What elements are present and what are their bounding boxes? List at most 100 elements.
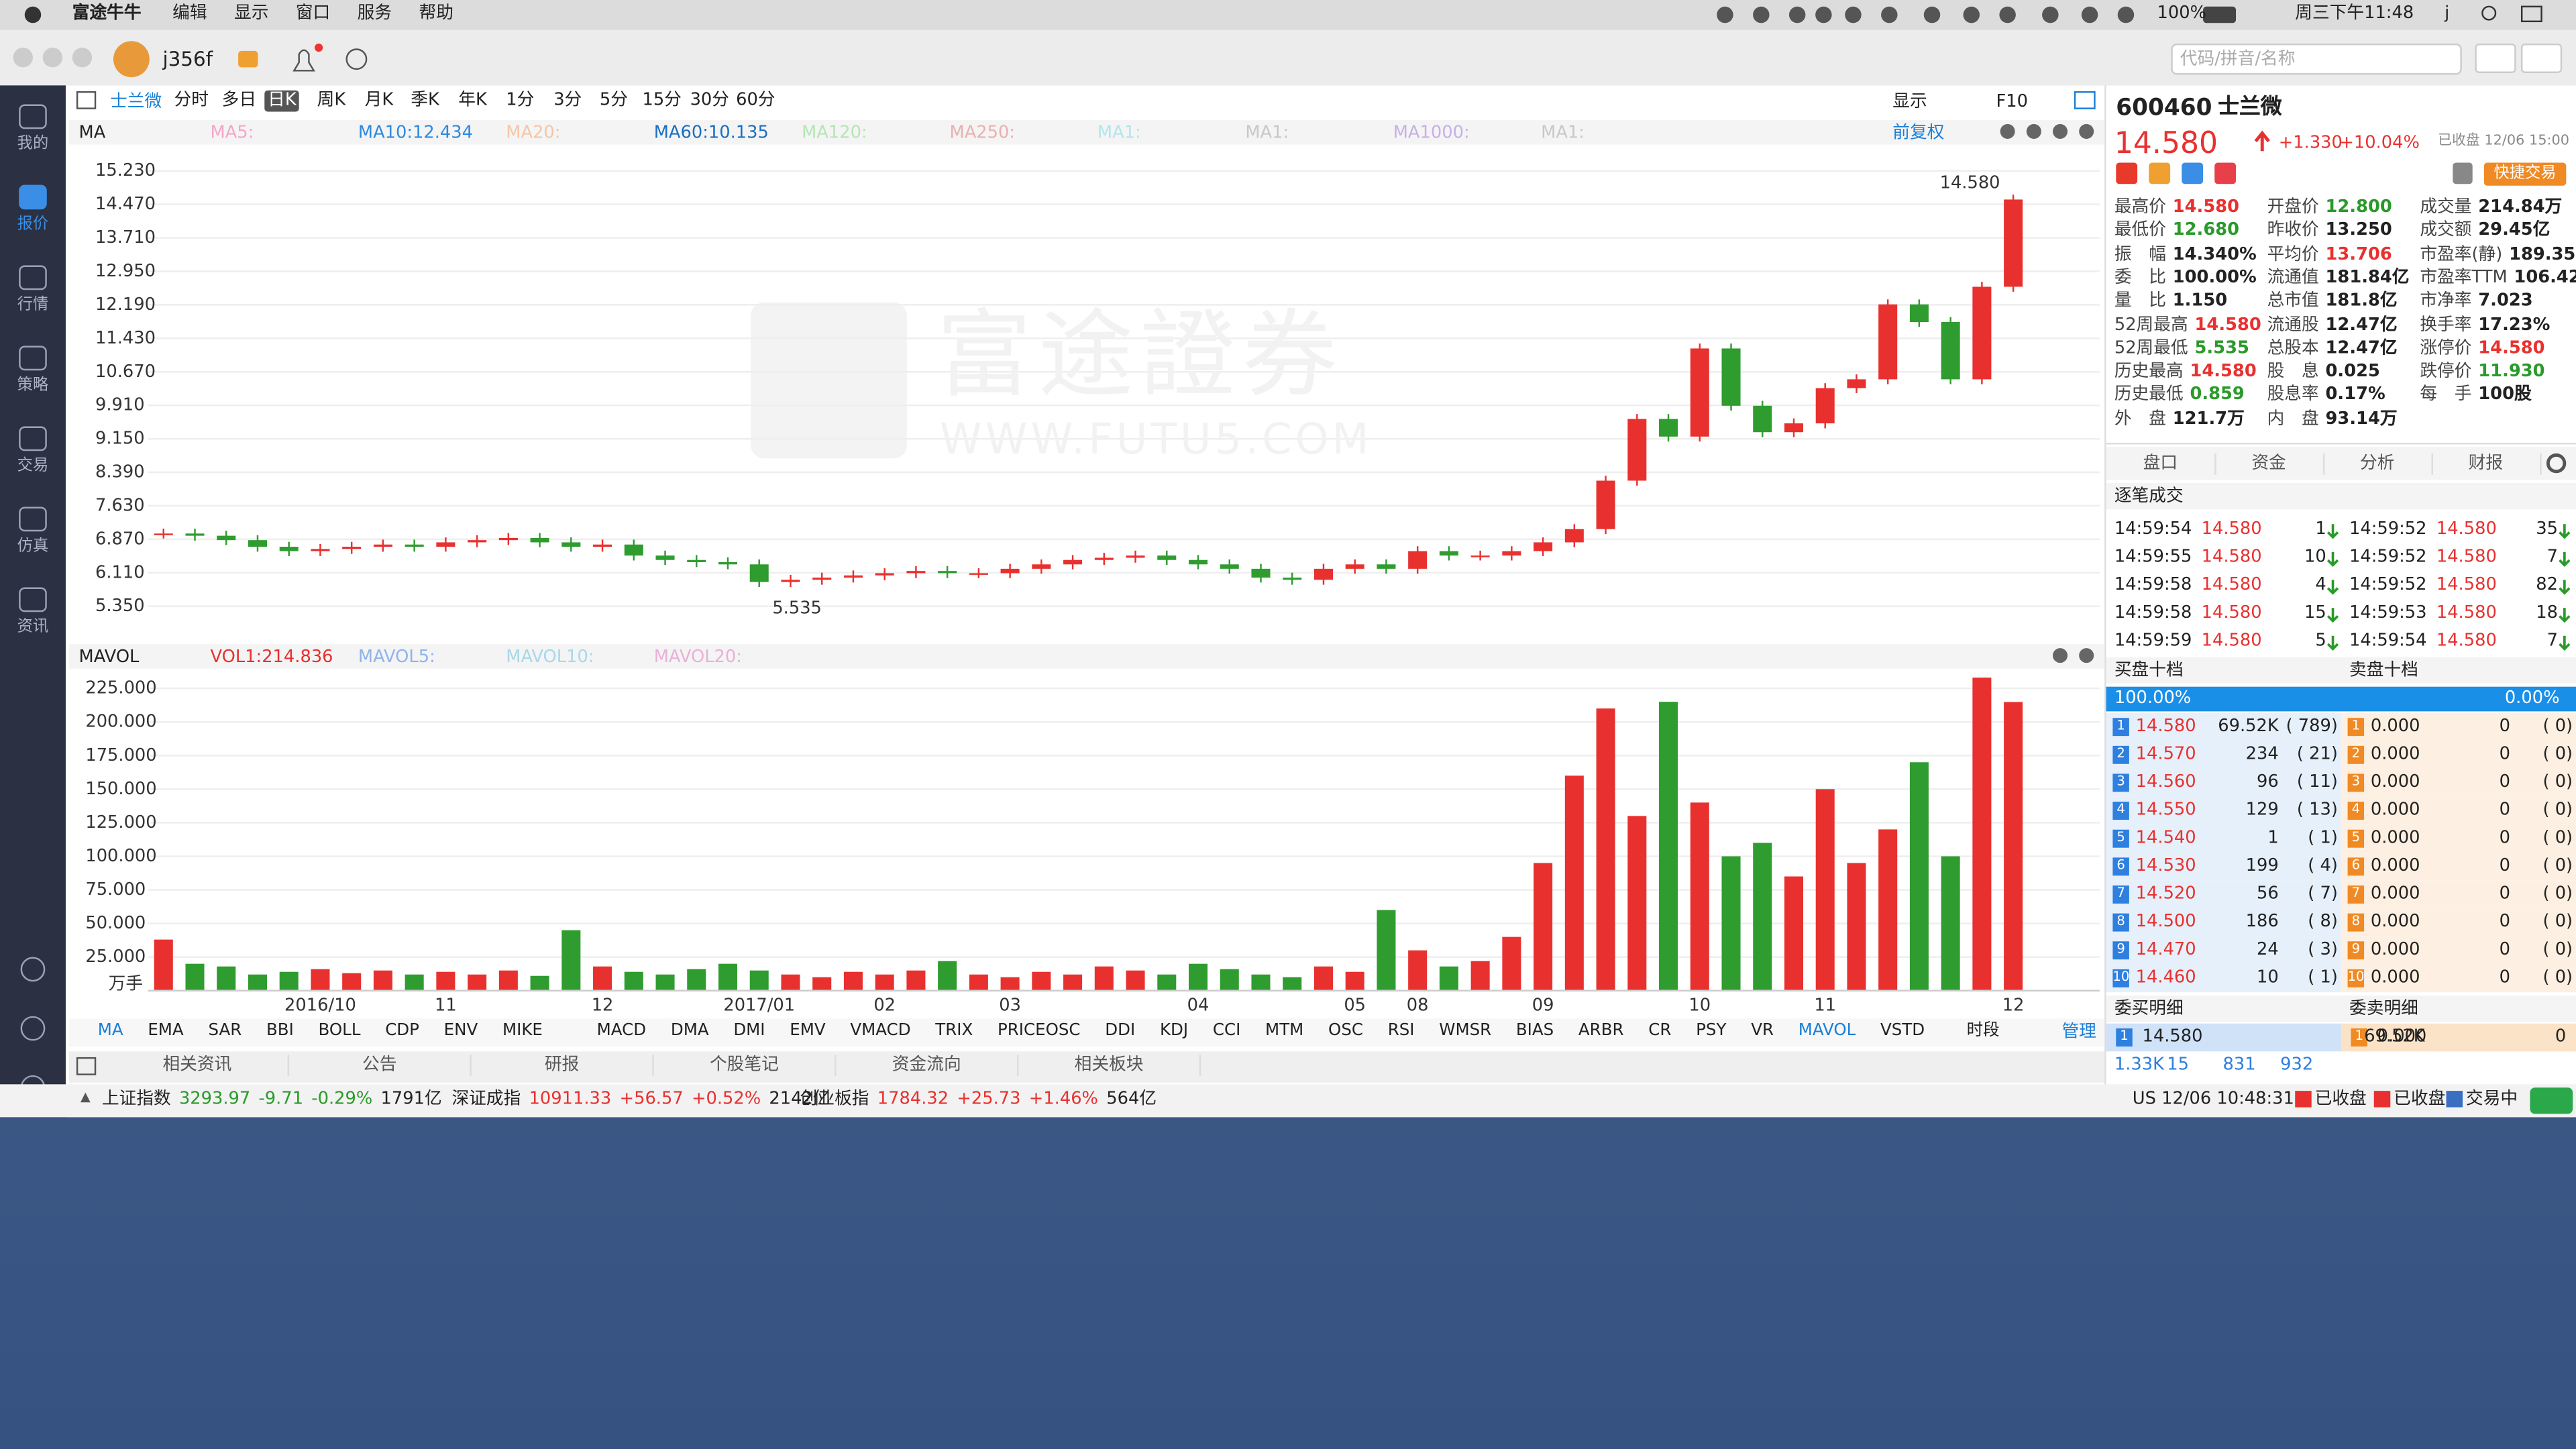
indicator-tab[interactable]: CR	[1648, 1022, 1672, 1040]
indicator-tab[interactable]: DMI	[733, 1022, 765, 1040]
menu-item[interactable]: 编辑	[172, 3, 207, 23]
indicator-tab[interactable]: MTM	[1265, 1022, 1304, 1040]
period-tab[interactable]: 周K	[317, 90, 346, 111]
tag-icon	[2116, 162, 2138, 184]
indicator-tab[interactable]: 时段	[1966, 1022, 2000, 1040]
trade-price: 14.580	[2436, 547, 2497, 567]
nav-icon	[19, 426, 47, 451]
nav-item[interactable]: 仿真	[17, 537, 49, 555]
stat-value: 14.580	[2190, 362, 2257, 382]
nav-item[interactable]: 报价	[17, 215, 49, 233]
indicator-tab[interactable]: CCI	[1212, 1022, 1241, 1040]
manage-button[interactable]: 管理	[2061, 1022, 2096, 1042]
menu-item[interactable]: 服务	[357, 3, 392, 23]
detail-count: 831	[2222, 1055, 2256, 1075]
news-tab[interactable]: 相关板块	[1018, 1055, 1201, 1077]
indicator-tab[interactable]: MA	[97, 1022, 123, 1040]
settings-icon	[2546, 453, 2567, 474]
period-tab[interactable]: 分时	[174, 90, 209, 111]
indicator-tab[interactable]: PRICEOSC	[998, 1022, 1081, 1040]
indicator-tab[interactable]: ENV	[443, 1022, 478, 1040]
news-tab[interactable]: 个股笔记	[654, 1055, 837, 1077]
period-tab[interactable]: 5分	[599, 90, 628, 111]
indicator-tab[interactable]: RSI	[1387, 1022, 1415, 1040]
period-tab[interactable]: 季K	[411, 90, 439, 111]
search-input[interactable]: 代码/拼音/名称	[2180, 49, 2296, 69]
nav-item[interactable]: 策略	[17, 376, 49, 394]
volume-bar	[1627, 816, 1647, 991]
period-tab[interactable]: 月K	[364, 90, 394, 111]
nav-item[interactable]: 资讯	[17, 617, 49, 636]
vol-title[interactable]: MAVOL	[78, 647, 140, 667]
username[interactable]: j356f	[162, 48, 213, 71]
quote-tab[interactable]: 财报	[2431, 453, 2542, 476]
indicator-tab[interactable]: DMA	[670, 1022, 709, 1040]
volume-bar	[1721, 856, 1741, 991]
indicator-tab[interactable]: PSY	[1696, 1022, 1727, 1040]
indicator-tab[interactable]: VMACD	[850, 1022, 911, 1040]
news-tab[interactable]: 相关资讯	[107, 1055, 290, 1077]
indicator-tab[interactable]: OSC	[1328, 1022, 1363, 1040]
trades-title[interactable]: 逐笔成交	[2114, 486, 2184, 506]
period-tab[interactable]: 多日	[221, 90, 257, 111]
stock-name[interactable]: 士兰微	[110, 92, 162, 112]
quick-trade[interactable]: 快捷交易	[2493, 164, 2557, 182]
indicator-tab[interactable]: MIKE	[502, 1022, 543, 1040]
indicator-tab[interactable]: BIAS	[1515, 1022, 1554, 1040]
adjust-menu[interactable]: 前复权	[1892, 123, 1945, 144]
menu-item[interactable]: 帮助	[419, 3, 453, 23]
quote-tab[interactable]: 盘口	[2106, 453, 2216, 476]
nav-item[interactable]: 交易	[17, 456, 49, 475]
indicator-tab[interactable]: KDJ	[1159, 1022, 1189, 1040]
nav-item[interactable]: 我的	[17, 134, 49, 153]
stat-item: 52周最高 14.580	[2114, 315, 2261, 336]
y-tick-label: 13.710	[95, 227, 156, 248]
indicator-tab[interactable]: MACD	[596, 1022, 647, 1040]
f10-button[interactable]: F10	[1996, 92, 2029, 112]
indicator-tab[interactable]: CDP	[385, 1022, 419, 1040]
indicator-tab[interactable]: DDI	[1105, 1022, 1136, 1040]
menu-item[interactable]: 窗口	[295, 3, 331, 23]
display-menu[interactable]: 显示	[1892, 92, 1927, 112]
indicator-tab[interactable]: SAR	[208, 1022, 242, 1040]
index-name[interactable]: 上证指数	[101, 1089, 171, 1110]
menu-item[interactable]: 显示	[233, 3, 269, 23]
tag-icon	[2182, 162, 2204, 184]
indicator-tab[interactable]: TRIX	[935, 1022, 973, 1040]
volume-bar	[1313, 966, 1333, 991]
x-tick-label: 08	[1407, 995, 1429, 1015]
period-tab[interactable]: 日K	[264, 90, 300, 112]
indicator-tab[interactable]: VSTD	[1880, 1022, 1925, 1040]
period-tab[interactable]: 30分	[690, 90, 730, 111]
index-name[interactable]: 深证成指	[451, 1089, 521, 1110]
news-tab[interactable]: 资金流向	[837, 1055, 1019, 1077]
period-tab[interactable]: 1分	[506, 90, 535, 111]
index-name[interactable]: 创业板指	[800, 1089, 869, 1110]
period-tab[interactable]: 年K	[458, 90, 487, 111]
candle	[1283, 578, 1302, 580]
ma-title[interactable]: MA	[78, 123, 106, 144]
user-menu[interactable]: j	[2445, 3, 2450, 23]
news-tab[interactable]: 研报	[472, 1055, 654, 1077]
stat-label: 委 比	[2114, 267, 2166, 288]
app-menu[interactable]: 富途牛牛	[72, 3, 142, 23]
indicator-tab[interactable]: EMA	[148, 1022, 184, 1040]
nav-item[interactable]: 行情	[17, 295, 49, 314]
period-tab[interactable]: 15分	[642, 90, 682, 111]
period-tab[interactable]: 3分	[553, 90, 582, 111]
indicator-tab[interactable]: MAVOL	[1798, 1022, 1856, 1040]
quote-tab[interactable]: 资金	[2214, 453, 2325, 476]
indicator-tab[interactable]: VR	[1751, 1022, 1774, 1040]
news-tab[interactable]: 公告	[289, 1055, 472, 1077]
indicator-tab[interactable]: ARBR	[1578, 1022, 1624, 1040]
status-icon	[1923, 6, 1941, 23]
vol-legend-item: MAVOL20:	[653, 647, 742, 667]
clock: 周三下午11:48	[2295, 3, 2414, 23]
indicator-tab[interactable]: EMV	[790, 1022, 826, 1040]
period-tab[interactable]: 60分	[736, 90, 775, 111]
indicator-tab[interactable]: WMSR	[1439, 1022, 1492, 1040]
quote-tab[interactable]: 分析	[2323, 453, 2433, 476]
indicator-tab[interactable]: BOLL	[318, 1022, 361, 1040]
indicator-tab[interactable]: BBI	[266, 1022, 294, 1040]
